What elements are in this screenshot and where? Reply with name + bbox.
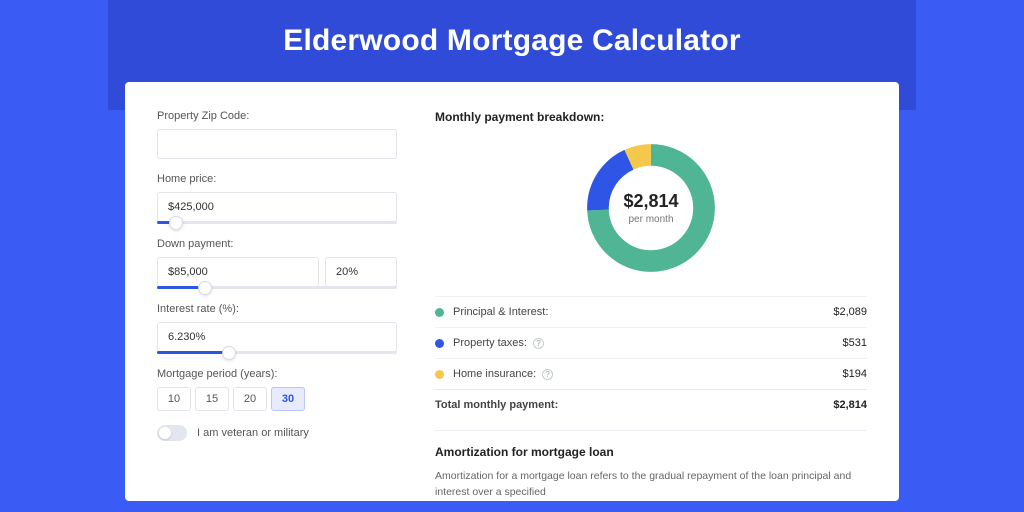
donut-center-sub: per month [628,214,673,225]
legend-label-insurance: Home insurance: ? [453,368,843,380]
home-price-label: Home price: [157,173,397,185]
legend-row-taxes: Property taxes: ? $531 [435,327,867,358]
legend-value-insurance: $194 [843,368,867,380]
period-20-button[interactable]: 20 [233,387,267,411]
total-value: $2,814 [833,399,867,411]
dot-icon [435,308,444,317]
amortization-text: Amortization for a mortgage loan refers … [435,469,867,501]
home-price-field: Home price: [157,173,397,224]
period-30-button[interactable]: 30 [271,387,305,411]
mortgage-period-label: Mortgage period (years): [157,368,397,380]
legend-value-taxes: $531 [843,337,867,349]
down-payment-label: Down payment: [157,238,397,250]
info-icon[interactable]: ? [533,338,544,349]
zip-input[interactable] [157,129,397,159]
breakdown-title: Monthly payment breakdown: [435,110,867,124]
legend-label-principal: Principal & Interest: [453,306,833,318]
amortization-section: Amortization for mortgage loan Amortizat… [435,430,867,501]
interest-rate-label: Interest rate (%): [157,303,397,315]
home-price-input[interactable] [157,192,397,222]
down-payment-percent-input[interactable] [325,257,397,287]
donut-chart-wrap: $2,814 per month [435,138,867,278]
total-label: Total monthly payment: [435,399,833,411]
veteran-row: I am veteran or military [157,425,397,441]
down-payment-field: Down payment: [157,238,397,289]
interest-rate-slider[interactable] [157,351,397,354]
donut-center-value: $2,814 [623,191,678,212]
veteran-toggle[interactable] [157,425,187,441]
donut-chart: $2,814 per month [581,138,721,278]
calculator-card: Property Zip Code: Home price: Down paym… [125,82,899,501]
interest-rate-field: Interest rate (%): [157,303,397,354]
page-title: Elderwood Mortgage Calculator [108,24,916,58]
home-price-slider[interactable] [157,221,397,224]
interest-rate-input[interactable] [157,322,397,352]
donut-center: $2,814 per month [581,138,721,278]
legend-row-principal: Principal & Interest: $2,089 [435,296,867,327]
zip-field: Property Zip Code: [157,110,397,159]
legend-row-total: Total monthly payment: $2,814 [435,389,867,420]
legend-row-insurance: Home insurance: ? $194 [435,358,867,389]
dot-icon [435,339,444,348]
legend-label-taxes: Property taxes: ? [453,337,843,349]
period-15-button[interactable]: 15 [195,387,229,411]
dot-icon [435,370,444,379]
amortization-title: Amortization for mortgage loan [435,445,867,459]
zip-label: Property Zip Code: [157,110,397,122]
veteran-label: I am veteran or military [197,427,309,439]
info-icon[interactable]: ? [542,369,553,380]
down-payment-slider[interactable] [157,286,397,289]
mortgage-period-field: Mortgage period (years): 10 15 20 30 [157,368,397,411]
inputs-column: Property Zip Code: Home price: Down paym… [157,110,397,501]
down-payment-amount-input[interactable] [157,257,319,287]
results-column: Monthly payment breakdown: $2,814 per mo… [435,110,867,501]
mortgage-period-buttons: 10 15 20 30 [157,387,397,411]
legend-value-principal: $2,089 [833,306,867,318]
period-10-button[interactable]: 10 [157,387,191,411]
